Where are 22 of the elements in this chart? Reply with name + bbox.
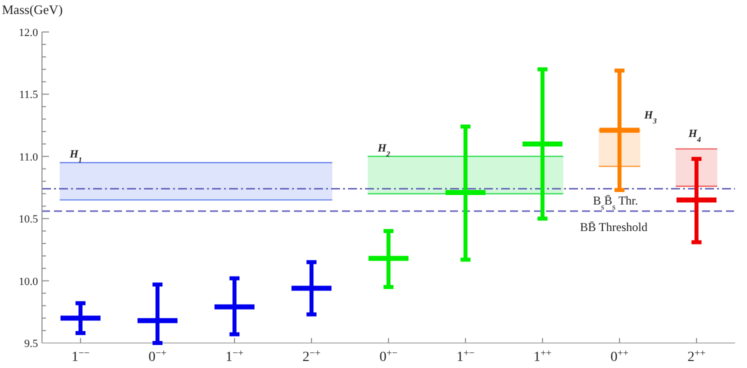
x-tick-label: 0$^{−+}$ (148, 348, 167, 365)
y-tick-label: 9.5 (24, 338, 38, 350)
band-label: H$_{3}$ (643, 109, 657, 125)
x-tick-label: 1$^{++}$ (533, 348, 552, 365)
x-tick-label: 2$^{−+}$ (302, 348, 321, 365)
y-tick-label: 11.5 (19, 89, 38, 102)
y-tick-label: 10.0 (18, 276, 38, 288)
band-label: H$_{4}$ (688, 128, 702, 144)
y-tick-label: 12.0 (18, 27, 38, 39)
x-tick-label: 1$^{+−}$ (456, 348, 475, 365)
y-tick-label: 11.0 (19, 151, 38, 164)
y-axis-title: Mass(GeV) (2, 2, 63, 17)
ref-line-label: BB̄ Threshold (580, 220, 648, 234)
y-tick-label: 10.5 (18, 214, 38, 226)
x-tick-label: 0$^{++}$ (610, 348, 629, 365)
x-tick-label: 2$^{++}$ (687, 348, 706, 365)
band-label: H$_{2}$ (376, 142, 390, 158)
x-tick-label: 0$^{+−}$ (379, 348, 398, 365)
ref-line-label: B$_{s}$B̄$_{s}$ Thr. (593, 194, 638, 212)
x-tick-label: 1$^{−−}$ (71, 348, 90, 365)
band-label: H$_{1}$ (68, 148, 82, 164)
x-tick-label: 1$^{−+}$ (225, 348, 244, 365)
